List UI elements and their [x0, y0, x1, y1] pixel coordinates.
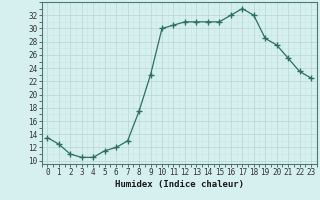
X-axis label: Humidex (Indice chaleur): Humidex (Indice chaleur) [115, 180, 244, 189]
